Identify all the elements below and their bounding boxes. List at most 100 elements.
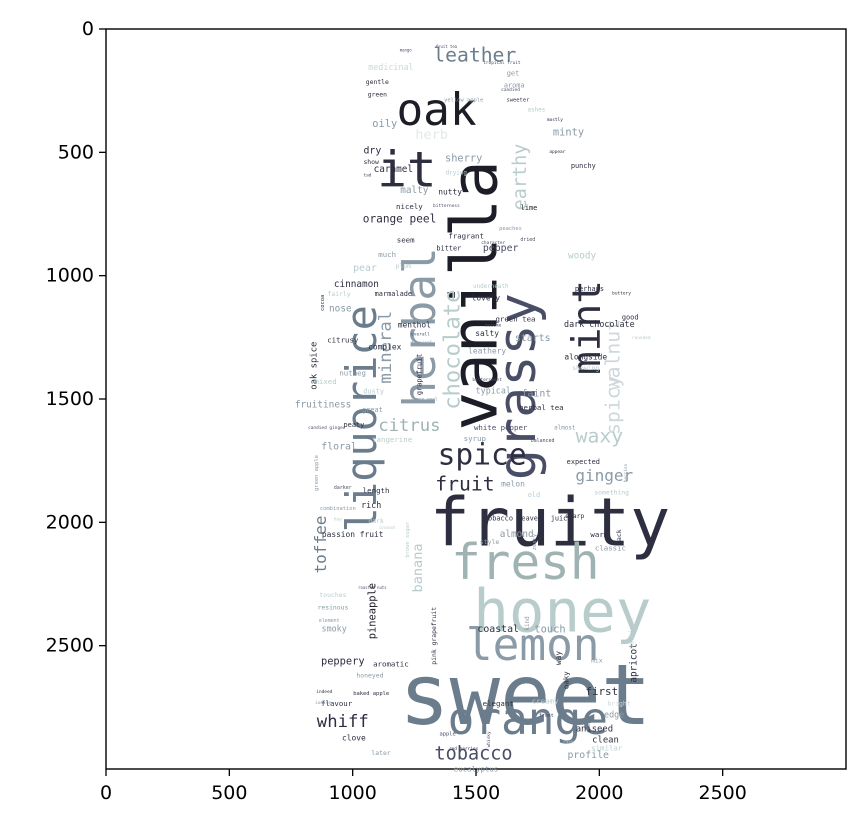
word-clove: clove: [342, 734, 366, 743]
word-zesty: zesty: [532, 533, 538, 550]
word-alongside: alongside: [564, 353, 607, 362]
word-drying: drying: [446, 170, 467, 176]
word-waxy: waxy: [576, 425, 624, 448]
word-woody: woody: [568, 250, 597, 261]
word-overall: overall: [411, 331, 430, 337]
word-sweeter: sweeter: [507, 98, 531, 104]
word-dried: dried: [520, 237, 535, 243]
word-oak: oak: [396, 85, 476, 136]
word-vanilla: vanilla: [437, 160, 512, 430]
word-fruit: fruit: [435, 473, 494, 496]
y-tick-label: 2000: [46, 511, 94, 533]
word-leathery: leathery: [468, 346, 506, 355]
x-axis: 0 500 1000 1500 2000 2500: [100, 769, 747, 804]
word-kind: kind: [525, 616, 531, 630]
word-much: much: [378, 250, 396, 259]
word-balanced: balanced: [531, 438, 555, 444]
word-good: good: [622, 314, 639, 322]
x-tick-label: 500: [211, 782, 247, 804]
word-floral: floral: [321, 442, 357, 453]
word-touch: touch: [534, 624, 565, 636]
word-fairly: fairly: [328, 290, 351, 298]
word-gentle: gentle: [366, 78, 389, 86]
word-way: way: [554, 651, 563, 665]
word-rich: rich: [361, 500, 381, 510]
word-bittersweet: bittersweet: [472, 377, 502, 383]
word-back: back: [615, 529, 623, 545]
word-pepper: pepper: [483, 243, 519, 254]
word-sharp: sharp: [565, 512, 584, 520]
x-tick-label: 2000: [575, 782, 623, 804]
word-mineral: mineral: [376, 311, 396, 384]
word-lemon: lemon: [466, 620, 600, 671]
word-something: something: [594, 489, 629, 497]
word-cocoa: cocoa: [320, 295, 326, 311]
word-nutty: nutty: [438, 187, 462, 196]
word-become: become: [485, 323, 501, 329]
word-flavour: flavour: [321, 699, 353, 708]
word-pineapple: pineapple: [366, 583, 378, 639]
word-aniseed: aniseed: [576, 725, 613, 735]
word-aroma: aroma: [504, 82, 525, 90]
word-iodine: iodine: [315, 700, 331, 706]
word-passion-fruit: passion fruit: [322, 530, 384, 539]
word-whiff: whiff: [317, 712, 369, 732]
word-white-pepper: white pepper: [474, 423, 528, 432]
word-chocolate: chocolate: [440, 290, 466, 410]
x-tick-label: 1000: [328, 782, 376, 804]
word-tobacco: tobacco: [435, 744, 513, 765]
word-grapefruit: grapefruit: [415, 354, 423, 396]
word-apricot: apricot: [628, 643, 639, 682]
word-fresh: fresh: [451, 533, 600, 591]
word-minty: minty: [553, 127, 584, 139]
word-fruit-tea: fruit tea: [436, 44, 458, 49]
word-bitterness: bitterness: [433, 203, 460, 209]
word-mix: mix: [591, 656, 603, 664]
word-toffee: toffee: [311, 516, 330, 574]
word-sherry: sherry: [445, 153, 482, 165]
word-show: show: [363, 158, 379, 166]
x-tick-label: 2500: [698, 782, 746, 804]
plot-area: sweet vanilla fruity honey grassy herballiquo…: [105, 28, 847, 774]
word-lovely: lovely: [472, 293, 501, 302]
word-tad: tad: [363, 172, 371, 178]
word-bitter: bitter: [436, 245, 461, 253]
word-clean: clean: [592, 736, 619, 746]
word-red-berries: red berries: [449, 746, 479, 752]
word-tropical: tropical: [411, 340, 433, 346]
word-marmalade: marmalade: [375, 290, 412, 298]
word-dusty: dusty: [363, 388, 384, 396]
word-earthy: earthy: [510, 144, 531, 211]
word-mango: mango: [400, 47, 412, 52]
word-pear: pear: [353, 263, 377, 274]
y-tick-label: 2500: [46, 635, 94, 657]
word-almond: almond: [500, 529, 534, 540]
word-nutmeg: nutmeg: [339, 369, 366, 378]
word-medicinal: medicinal: [368, 62, 413, 72]
word-honeyed: honeyed: [356, 671, 383, 679]
word-almost: almost: [554, 426, 575, 432]
word-underneath: underneath: [473, 284, 509, 290]
word-darker: darker: [334, 485, 352, 491]
word-combination: combination: [320, 506, 356, 512]
word-it: it: [377, 141, 436, 199]
word-character: character: [481, 240, 505, 246]
word-punchy: punchy: [571, 162, 596, 170]
words-layer: sweet vanilla fruity honey grassy herballiquo…: [295, 43, 670, 773]
word-herbal: herbal: [395, 247, 446, 407]
word-dark: dark: [368, 517, 384, 525]
word-leather: leather: [433, 43, 516, 66]
y-tick-label: 0: [82, 18, 94, 40]
word-apple: apple: [439, 731, 455, 737]
word-cask: cask: [563, 740, 574, 746]
word-first: first: [585, 685, 618, 698]
word-berries: berries: [623, 463, 629, 482]
word-ginger: ginger: [575, 466, 633, 485]
word-showing: showing: [572, 364, 599, 372]
word-great: great: [362, 406, 383, 414]
word-length: length: [363, 486, 390, 495]
word-peppery: peppery: [321, 656, 365, 668]
word-coastal: coastal: [477, 624, 519, 635]
word-green-tea: green tea: [495, 314, 535, 323]
word-creamy: creamy: [532, 697, 559, 706]
